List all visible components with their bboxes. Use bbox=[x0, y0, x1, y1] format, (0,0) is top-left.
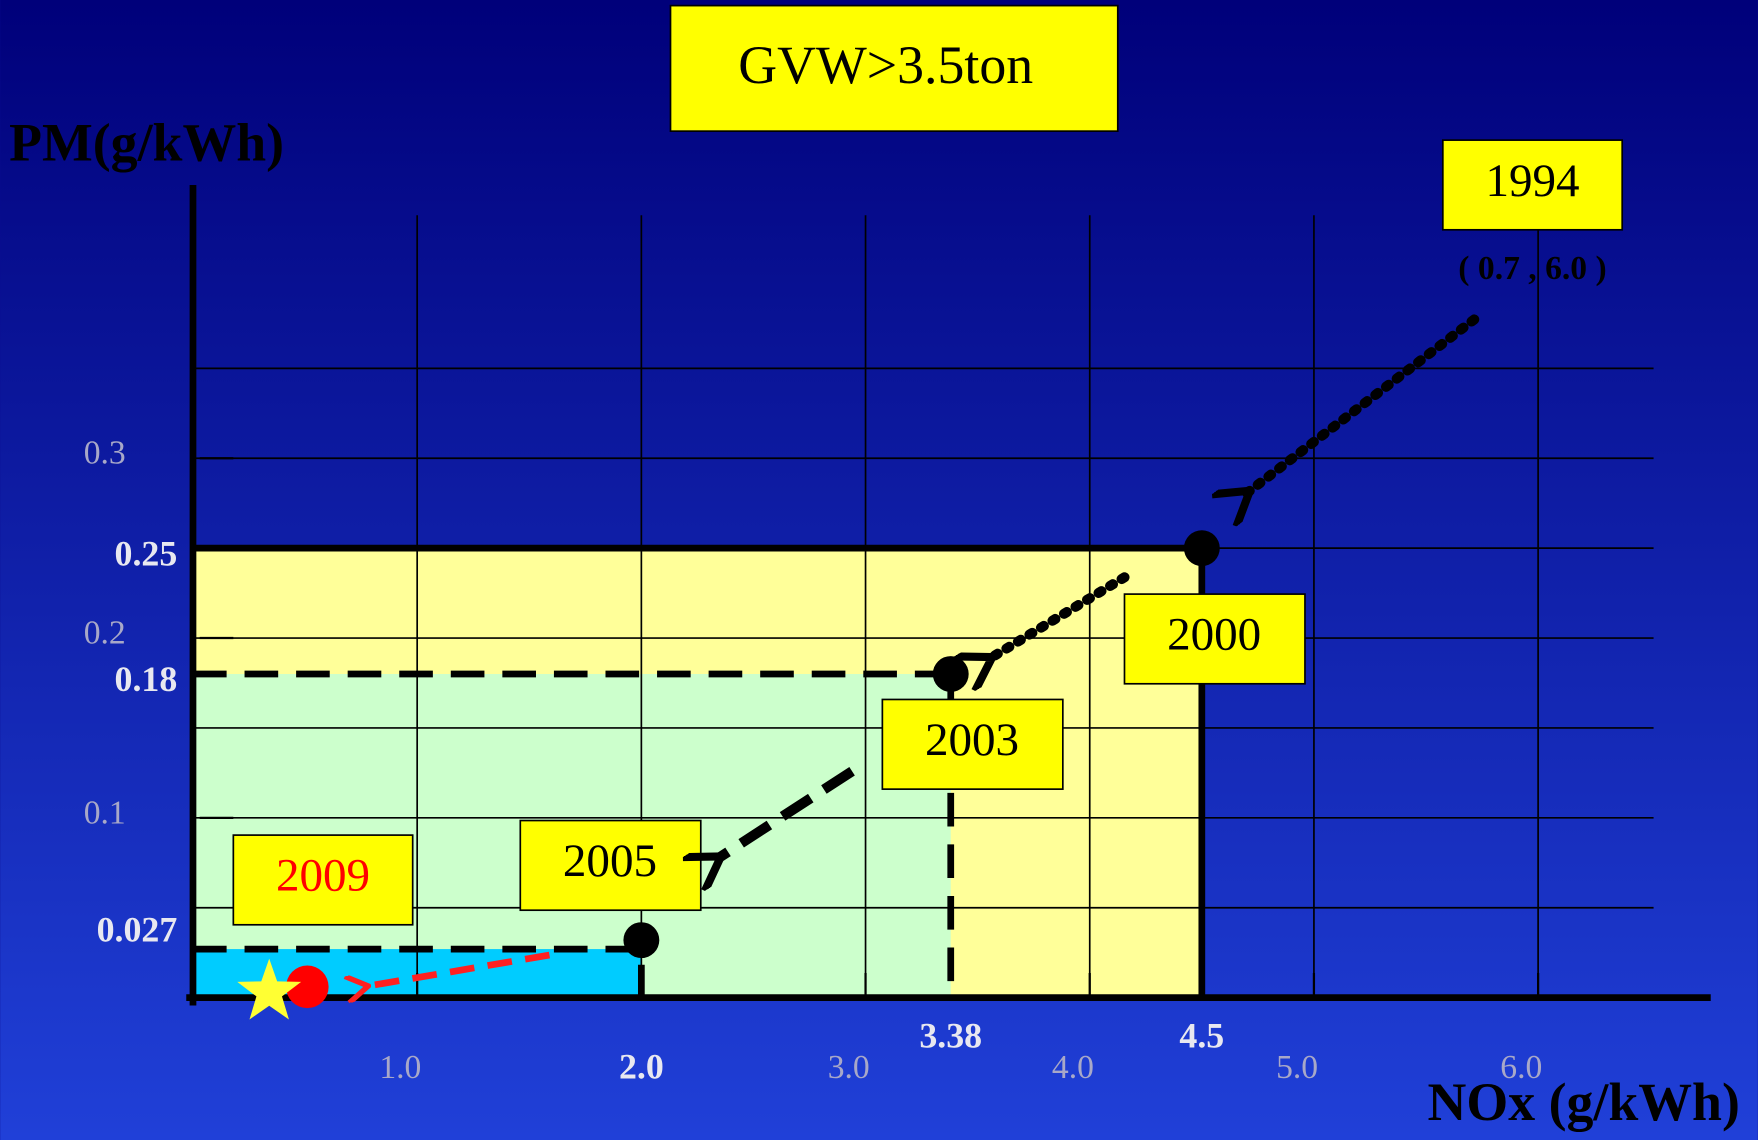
x-limit-label: 2.0 bbox=[619, 1047, 664, 1087]
y-limit-label: 0.18 bbox=[115, 659, 178, 699]
year-label: 2003 bbox=[925, 714, 1019, 766]
label-box bbox=[1441, 139, 1624, 231]
limit-point bbox=[1183, 530, 1220, 567]
limit-point bbox=[623, 922, 660, 959]
year-label: 2009 bbox=[276, 850, 370, 902]
x-tick-label: 5.0 bbox=[1276, 1049, 1318, 1086]
point bbox=[286, 965, 329, 1009]
x-axis-label: NOx (g/kWh) bbox=[1428, 1072, 1740, 1132]
limit-border bbox=[192, 945, 645, 998]
arrow bbox=[1247, 314, 1480, 493]
annotation: ( 0.7 , 6.0 ) bbox=[1458, 250, 1606, 287]
year-label: 1994 bbox=[1485, 155, 1579, 207]
x-tick-label: 6.0 bbox=[1500, 1049, 1542, 1086]
x-tick-label: 1.0 bbox=[379, 1049, 421, 1086]
label-box bbox=[1123, 593, 1306, 685]
x-tick-label: 3.0 bbox=[828, 1049, 870, 1086]
title-box bbox=[669, 4, 1119, 132]
plot: 1.0 3.0 4.0 5.0 6.0 2.0 3.38 4.5 0.3 0.2 0.1 0.25 0.… bbox=[84, 184, 1711, 1087]
label-box bbox=[519, 819, 702, 912]
label-box bbox=[881, 698, 1064, 790]
year-label: 2000 bbox=[1167, 609, 1261, 661]
label-box bbox=[232, 834, 414, 926]
y-limit-label: 0.027 bbox=[97, 910, 178, 950]
chart-title: GVW>3.5ton bbox=[738, 35, 1033, 95]
y-limit-label: 0.25 bbox=[115, 533, 178, 573]
y-tick-label: 0.1 bbox=[84, 794, 126, 831]
x-limit-label: 3.38 bbox=[919, 1015, 982, 1055]
limit-point bbox=[932, 656, 969, 692]
arrows bbox=[366, 314, 1480, 986]
y-axis-label: PM(g/kWh) bbox=[9, 112, 284, 172]
y-tick-label: 0.3 bbox=[84, 435, 126, 472]
arrow bbox=[718, 766, 855, 858]
x-tick-label: 4.0 bbox=[1052, 1049, 1094, 1086]
star-point bbox=[237, 958, 302, 1020]
year-label: 2005 bbox=[563, 835, 657, 887]
x-limit-label: 4.5 bbox=[1179, 1015, 1224, 1055]
y-tick-label: 0.2 bbox=[84, 615, 126, 652]
arrow bbox=[366, 951, 551, 986]
arrow bbox=[989, 572, 1130, 659]
